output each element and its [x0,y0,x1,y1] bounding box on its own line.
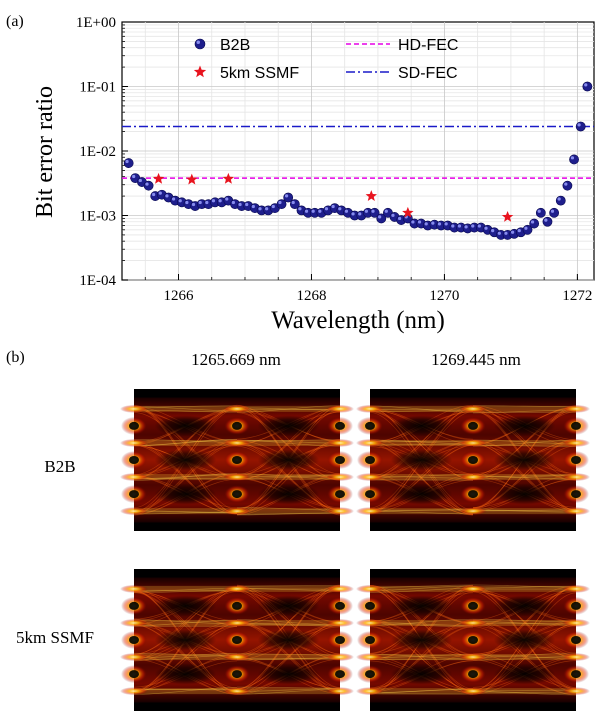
ber-chart: 1E-04 1E-03 1E-02 1E-01 1E+00 1266 1268 1270 127… [32,15,595,334]
b2b-point [535,207,546,218]
x-axis-label: Wavelength (nm) [271,307,445,334]
y-tick-label: 1E-03 [79,209,116,225]
x-tick-label: 1266 [164,288,195,304]
ssmf-point [152,172,165,184]
ssmf-point [365,190,377,201]
legend-label: HD-FEC [398,37,458,54]
b2b-point [542,216,553,227]
b2b-point [555,195,566,206]
b2b-point [309,207,320,218]
b2b-point [562,180,573,191]
b2b-point [143,180,154,191]
b2b-point [256,205,267,216]
b2b-point [289,199,300,210]
ssmf-point [186,173,198,185]
column-label-2: 1269.445 nm [431,350,521,369]
eye-diagram-b2b-1269nm [356,389,590,531]
ssmf-point [402,206,414,218]
b2b-point [210,197,220,208]
b2b-point [522,224,533,235]
row-label-b2b: B2B [44,457,75,476]
b2b-point [283,192,294,203]
b2b-point [303,207,314,218]
eye-diagram-ssmf-1269nm [356,569,590,711]
b2b-point [569,154,579,165]
legend-entry-ssmf: 5km SSMF [193,65,299,82]
b2b-point [449,222,460,233]
y-tick-label: 1E-02 [79,144,116,160]
legend-label: 5km SSMF [220,65,299,82]
legend-entry-b2b: B2B [194,37,250,54]
b2b-point [349,210,360,221]
y-tick-label: 1E-04 [79,273,116,289]
b2b-point [409,218,420,229]
b2b-point [575,121,586,132]
panel-label-a: (a) [6,13,24,30]
grid-major [122,22,594,281]
panel-label-b: (b) [6,349,25,366]
b2b-point [276,199,287,210]
ssmf-point [222,172,235,184]
b2b-point [376,213,387,224]
legend-entry-hd: HD-FEC [346,37,458,54]
legend: B2B 5km SSMF HD-FEC SD-FEC [193,37,458,82]
column-label-1: 1265.669 nm [191,350,281,369]
x-tick-label: 1272 [562,288,592,304]
axis-ticks: 1E-04 1E-03 1E-02 1E-01 1E+00 1266 1268 1270 127… [76,15,593,304]
eye-diagram-ssmf-1265nm [120,569,354,711]
row-label-ssmf: 5km SSMF [16,628,94,647]
b2b-point [369,207,380,218]
eye-diagram-b2b-1265nm [120,389,354,531]
legend-label: B2B [220,37,250,54]
b2b-point [582,81,593,92]
b2b-point [123,158,134,168]
y-axis-label: Bit error ratio [32,86,58,218]
legend-label: SD-FEC [398,65,458,82]
threshold-lines [122,125,594,179]
x-tick-label: 1270 [429,288,459,304]
ssmf-point [501,210,514,222]
y-tick-label: 1E+00 [76,15,116,31]
b2b-point [549,207,560,218]
legend-entry-sd: SD-FEC [346,65,458,82]
b2b-point [363,207,373,218]
y-tick-label: 1E-01 [79,80,116,96]
x-tick-label: 1268 [296,288,326,304]
data-markers [123,81,593,240]
b2b-point [529,218,540,229]
eye-diagram-grid: 1265.669 nm 1269.445 nm B2B 5km SSMF [16,350,590,711]
b2b-point [236,201,247,211]
b2b-point [469,222,480,233]
